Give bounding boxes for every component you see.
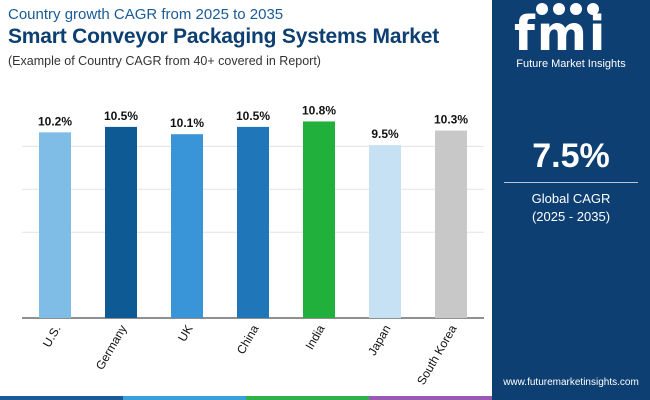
footer-color-bar <box>0 396 492 400</box>
fmi-logo: fmi Future Market Insights <box>492 0 650 80</box>
chart-header: Country growth CAGR from 2025 to 2035 Sm… <box>8 6 488 69</box>
footer-segment-4 <box>369 396 492 400</box>
category-label-6: Japan <box>365 323 393 358</box>
bar-uk <box>171 134 203 318</box>
bar-china <box>237 126 269 319</box>
category-label-2: Germany <box>93 323 130 373</box>
value-label-2: 10.5% <box>104 109 138 123</box>
cagr-period-text: (2025 - 2035) <box>531 209 611 224</box>
website-link[interactable]: www.futuremarketinsights.com <box>503 377 639 388</box>
cagr-divider <box>504 182 638 183</box>
footer-segment-3 <box>246 396 369 400</box>
summary-sidebar: fmi Future Market Insights 7.5% Global C… <box>492 0 650 400</box>
value-label-6: 9.5% <box>371 127 399 141</box>
chart-title: Smart Conveyor Packaging Systems Market <box>8 25 440 48</box>
footer-segment-2 <box>123 396 246 400</box>
bar-india <box>303 121 335 318</box>
category-label-4: China <box>234 322 262 356</box>
cagr-label-text: Global CAGR <box>531 191 611 206</box>
category-label-3: UK <box>175 323 195 344</box>
logo-letters: fmi <box>514 6 608 62</box>
value-label-3: 10.1% <box>170 116 204 130</box>
value-label-7: 10.3% <box>434 113 468 127</box>
bar-u-s- <box>39 132 71 318</box>
value-label-1: 10.2% <box>38 114 72 128</box>
brand-name: Future Market Insights <box>516 58 626 70</box>
category-label-1: U.S. <box>40 323 64 350</box>
chart-subtitle: Country growth CAGR from 2025 to 2035 <box>8 6 284 23</box>
bar-japan <box>369 145 401 318</box>
chart-note: (Example of Country CAGR from 40+ covere… <box>8 54 321 68</box>
global-cagr-label: Global CAGR (2025 - 2035) <box>492 190 650 226</box>
bar-germany <box>105 126 137 319</box>
bar-south-korea <box>435 130 467 318</box>
category-label-7: South Korea <box>414 322 460 387</box>
category-label-5: India <box>302 322 327 352</box>
value-label-5: 10.8% <box>302 103 336 117</box>
bar-chart: 10.2% U.S. 10.5% Germany 10.1% UK 10.5% China 10… <box>22 103 484 387</box>
footer-segment-1 <box>0 396 123 400</box>
logo-icons <box>536 2 616 16</box>
value-label-4: 10.5% <box>236 109 270 123</box>
global-cagr-value: 7.5% <box>532 137 610 175</box>
